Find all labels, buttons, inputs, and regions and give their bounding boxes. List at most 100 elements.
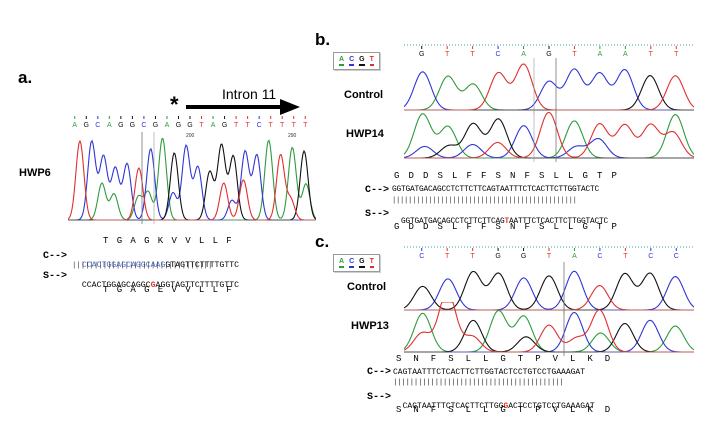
base-call: G [153,122,158,129]
base-call: G [495,253,500,260]
base-call: A [165,122,170,129]
trace-c [404,125,694,159]
legend-c: C [349,55,355,66]
base-call: T [269,122,274,129]
trace-t [404,302,694,353]
base-call: C [648,253,653,260]
base-call: T [470,253,475,260]
trace-a [68,138,316,221]
base-call: T [199,122,204,129]
trace-g [404,270,694,311]
trace-g [404,118,694,159]
hwp14-control-seq: GGTGATGACAGCCTCTTCTTCAGTAATTTCTCACTTCTTG… [392,186,599,194]
base-call: T [303,122,308,129]
base-call: C [496,51,501,58]
tick-200: 200 [186,133,195,139]
base-call: T [623,253,628,260]
tick-290: 290 [288,133,297,139]
base-call: C [597,253,602,260]
hwp13-sample-seq: CAGTAATTTCTCACTTCTTGGGACTCCTGTCCTGAAAGAT [393,393,595,411]
base-call: C [257,122,262,129]
hwp6-c-label: C--> [43,251,68,262]
base-call: G [118,122,123,129]
hwp6-s-label: S--> [43,271,68,282]
hwp13-c-label: C--> [367,367,392,378]
hwp6-seq-pre: CCACTGGAGCAGGC [81,281,151,290]
hwp13-seq-post: ACTCCTGTCCTGAAAGAT [508,402,595,411]
trace-a [404,309,694,353]
base-call: G [130,122,135,129]
hwp6-control-intron: GTAGTTCTTTTGTTC [165,261,240,270]
base-call: C [674,253,679,260]
intron-arrow [186,99,300,115]
base-call: G [187,122,192,129]
base-call: A [211,122,216,129]
hwp14-aa-bottom: GDDSLFFSNFSLLGTP [394,222,627,232]
panel-b-legend: A C G T [333,52,380,70]
hwp14-seq-post: AATTTCTCACTTCTTGGTACTC [508,218,608,226]
hwp14-chromatogram [404,108,694,162]
base-call: T [649,51,654,58]
base-call: G [419,51,424,58]
base-call: G [521,253,526,260]
control-b-chromatogram [404,58,694,114]
hwp14-aa-top: GDDSLFFSNFSLLGTP [394,171,627,181]
hwp13-mutation: G [503,402,509,411]
legend-g: G [359,257,365,268]
base-call: T [292,122,297,129]
hwp14-s-label: S--> [365,209,390,220]
hwp6-aa-bottom: TGAGEVVLLF [103,285,241,295]
hwp6-sample-seq: CCACTGGAGCAGGCGAGGTAGTTCTTTTGTTC [72,272,239,290]
base-call: T [245,122,250,129]
base-call: T [674,51,679,58]
base-call: A [572,253,577,260]
trace-t [404,63,694,111]
trace-g [68,143,316,221]
hwp6-aa-top: TGAGKVVLLF [103,236,241,246]
legend-c: C [349,257,355,268]
panel-c-legend: A C G T [333,254,380,272]
legend-a: A [339,257,345,268]
trace-g [404,319,694,353]
base-call: A [72,122,77,129]
legend-a: A [339,55,345,66]
control-b-label: Control [344,89,384,101]
hwp13-label: HWP13 [351,320,389,332]
hwp14-label: HWP14 [346,128,384,140]
base-call: A [107,122,112,129]
trace-c [68,139,316,221]
base-call: C [419,253,424,260]
base-call: A [521,51,526,58]
trace-c [404,68,694,111]
base-call: T [445,253,450,260]
control-c-chromatogram [404,262,694,314]
hwp6-chromatogram [68,132,316,224]
panel-a-label: a. [18,68,33,87]
hwp6-control-exon: CCACTGGAGCAGGCAAG [81,261,166,270]
base-call: T [280,122,285,129]
hwp13-s-label: S--> [367,392,392,403]
base-call: G [546,51,551,58]
hwp13-chromatogram [404,302,694,356]
base-call: A [598,51,603,58]
hwp13-aa-bottom: SNFSLLGTPVLKD [396,405,623,415]
panel-b-label: b. [315,30,331,49]
hwp13-control-seq: CAGTAATTTCTCACTTCTTGGTACTCCTGTCCTGAAAGAT [393,368,586,377]
hwp6-seq-post: AGGTAGTTCTTTTGTTC [155,281,240,290]
intron-star: * [170,92,179,117]
hwp14-alignment-bars: ||||||||||||||||||||||||||||||||||||||||… [392,197,577,205]
base-call: G [176,122,181,129]
hwp6-alignment-bars: |||||||||||||||||||||||||||||||| [72,262,213,270]
base-call: T [234,122,239,129]
legend-t: T [369,257,374,268]
base-call: C [95,122,100,129]
base-call: C [141,122,146,129]
hwp6-mutation: G [150,281,156,290]
legend-g: G [359,55,365,66]
legend-t: T [369,55,374,66]
hwp14-seq-pre: GGTGATGACAGCCTCTTCTTCAG [401,218,505,226]
base-call: T [445,51,450,58]
hwp13-aa-top: SNFSLLGTPVLKD [396,354,623,364]
